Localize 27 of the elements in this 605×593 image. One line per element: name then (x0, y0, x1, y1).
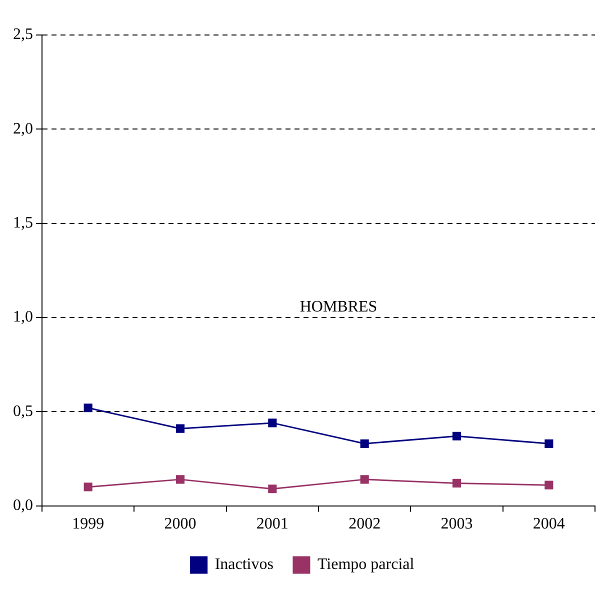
x-tick-label: 1999 (72, 516, 104, 533)
point (544, 439, 554, 448)
point (176, 475, 185, 484)
x-tick-label: 2001 (256, 516, 288, 533)
point (84, 404, 92, 412)
y-tick-label: 0,0 (13, 497, 33, 514)
legend-label: Inactivos (214, 556, 274, 574)
y-tick-label: 1,5 (13, 214, 33, 232)
point (544, 480, 554, 490)
point (452, 432, 462, 440)
point (360, 439, 369, 448)
x-tick-label: 2003 (440, 516, 473, 533)
x-tick-label: 2000 (164, 516, 196, 533)
x-tick-label: 2004 (532, 516, 565, 533)
y-tick-label: 2,0 (13, 120, 33, 138)
point (452, 478, 462, 488)
point (176, 424, 185, 433)
point (84, 482, 92, 492)
annotation: HOMBRES (300, 298, 378, 316)
point (268, 484, 277, 494)
legend-label: Tiempo parcial (317, 556, 415, 574)
point (360, 475, 369, 484)
x-tick-label: 2002 (348, 516, 381, 533)
point (268, 418, 277, 428)
y-tick-label: 2,5 (13, 26, 33, 44)
y-tick-label: 0,5 (13, 402, 33, 420)
y-tick-label: 1,0 (13, 308, 33, 326)
